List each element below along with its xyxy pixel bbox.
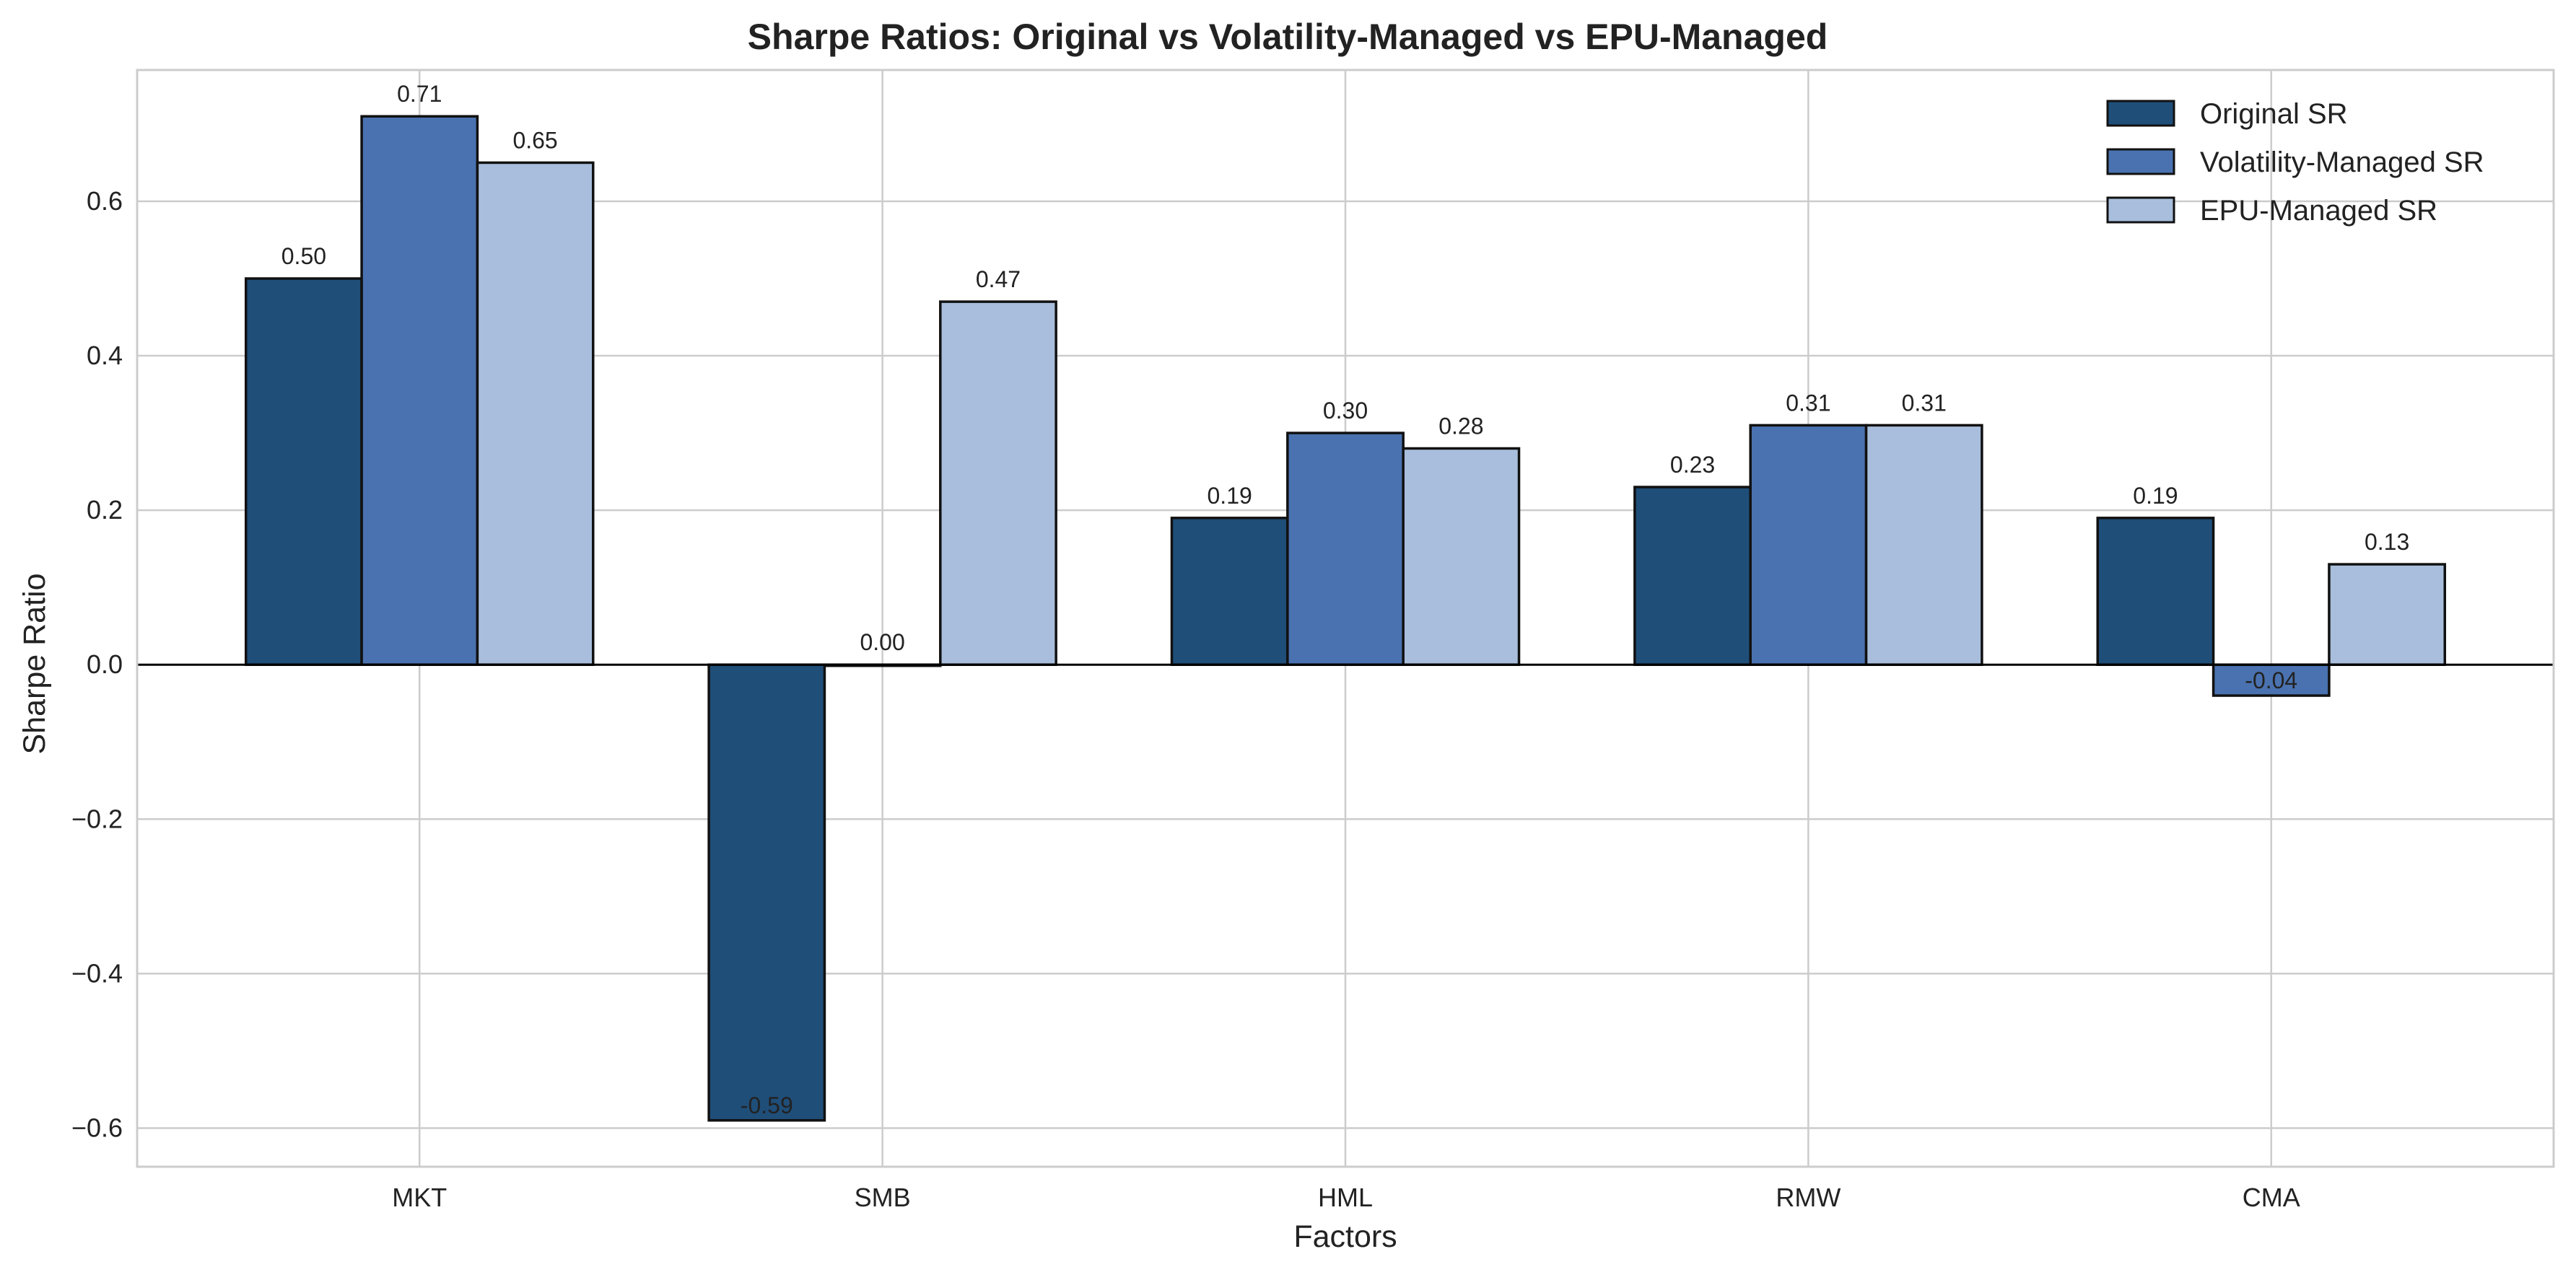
x-tick-label-cma: CMA — [2243, 1183, 2300, 1212]
x-tick-label-mkt: MKT — [392, 1183, 447, 1212]
bar-volatility-managed-sr-cma — [2212, 663, 2331, 697]
y-tick-label: −0.6 — [71, 1113, 123, 1142]
y-tick-label: 0.4 — [87, 341, 123, 370]
legend-swatch-volatility-managed-sr — [2106, 148, 2175, 175]
legend-label-epu-managed-sr: EPU-Managed SR — [2200, 195, 2437, 227]
y-tick-label: −0.4 — [71, 958, 123, 988]
data-label-original-sr-cma: 0.19 — [2133, 483, 2178, 509]
data-label-volatility-managed-sr-rmw: 0.31 — [1786, 390, 1830, 416]
data-label-volatility-managed-sr-smb: 0.00 — [860, 629, 904, 655]
bar-epu-managed-sr-cma — [2328, 563, 2447, 666]
bar-volatility-managed-sr-hml — [1286, 431, 1405, 666]
y-tick-label: 0.0 — [87, 649, 123, 679]
data-label-epu-managed-sr-rmw: 0.31 — [1902, 390, 1947, 416]
data-label-epu-managed-sr-smb: 0.47 — [976, 266, 1021, 292]
bars — [244, 115, 2447, 1122]
x-tick-label-hml: HML — [1318, 1183, 1373, 1212]
x-tick-label-rmw: RMW — [1776, 1183, 1841, 1212]
data-label-epu-managed-sr-cma: 0.13 — [2365, 529, 2409, 555]
bar-original-sr-mkt — [244, 277, 363, 666]
x-axis-label: Factors — [1293, 1219, 1397, 1254]
bar-epu-managed-sr-mkt — [476, 161, 595, 666]
bar-original-sr-rmw — [1633, 486, 1752, 666]
bar-volatility-managed-sr-mkt — [360, 115, 479, 666]
y-axis-label: Sharpe Ratio — [17, 574, 52, 755]
data-label-volatility-managed-sr-hml: 0.30 — [1323, 398, 1368, 424]
data-label-original-sr-mkt: 0.50 — [281, 243, 326, 269]
bar-epu-managed-sr-rmw — [1864, 424, 1983, 666]
x-tick-label-smb: SMB — [855, 1183, 911, 1212]
data-label-original-sr-rmw: 0.23 — [1670, 452, 1715, 478]
data-label-epu-managed-sr-mkt: 0.65 — [512, 127, 557, 153]
y-tick-label: −0.2 — [71, 804, 123, 833]
data-label-volatility-managed-sr-mkt: 0.71 — [397, 81, 442, 107]
bar-epu-managed-sr-hml — [1402, 447, 1521, 666]
legend-label-volatility-managed-sr: Volatility-Managed SR — [2200, 146, 2484, 178]
legend-swatch-epu-managed-sr — [2106, 196, 2175, 224]
data-labels: 0.50 -0.59 0.19 0.23 0.19 0.71 0.00 0.30 0.31 -0.… — [281, 81, 2409, 1118]
y-axis-ticks: −0.6 −0.4 −0.2 0.0 0.2 0.4 0.6 — [71, 186, 123, 1143]
bar-original-sr-smb — [707, 663, 826, 1122]
chart-title: Sharpe Ratios: Original vs Volatility-Ma… — [748, 17, 1828, 57]
data-label-epu-managed-sr-hml: 0.28 — [1438, 413, 1483, 439]
legend-swatch-original-sr — [2106, 100, 2175, 127]
data-label-volatility-managed-sr-cma: -0.04 — [2245, 667, 2297, 693]
data-label-original-sr-smb: -0.59 — [741, 1092, 793, 1118]
bar-epu-managed-sr-smb — [939, 300, 1057, 666]
data-label-original-sr-hml: 0.19 — [1208, 483, 1252, 509]
bar-original-sr-cma — [2096, 517, 2215, 666]
y-tick-label: 0.6 — [87, 186, 123, 216]
bar-original-sr-hml — [1170, 517, 1289, 666]
x-axis-ticks: MKT SMB HML RMW CMA — [392, 1183, 2300, 1212]
bar-volatility-managed-sr-rmw — [1749, 424, 1868, 666]
legend-label-original-sr: Original SR — [2200, 98, 2348, 130]
y-tick-label: 0.2 — [87, 495, 123, 525]
plot-frame — [136, 69, 2555, 1168]
legend: Original SR Volatility-Managed SR EPU-Mana… — [2106, 98, 2484, 227]
